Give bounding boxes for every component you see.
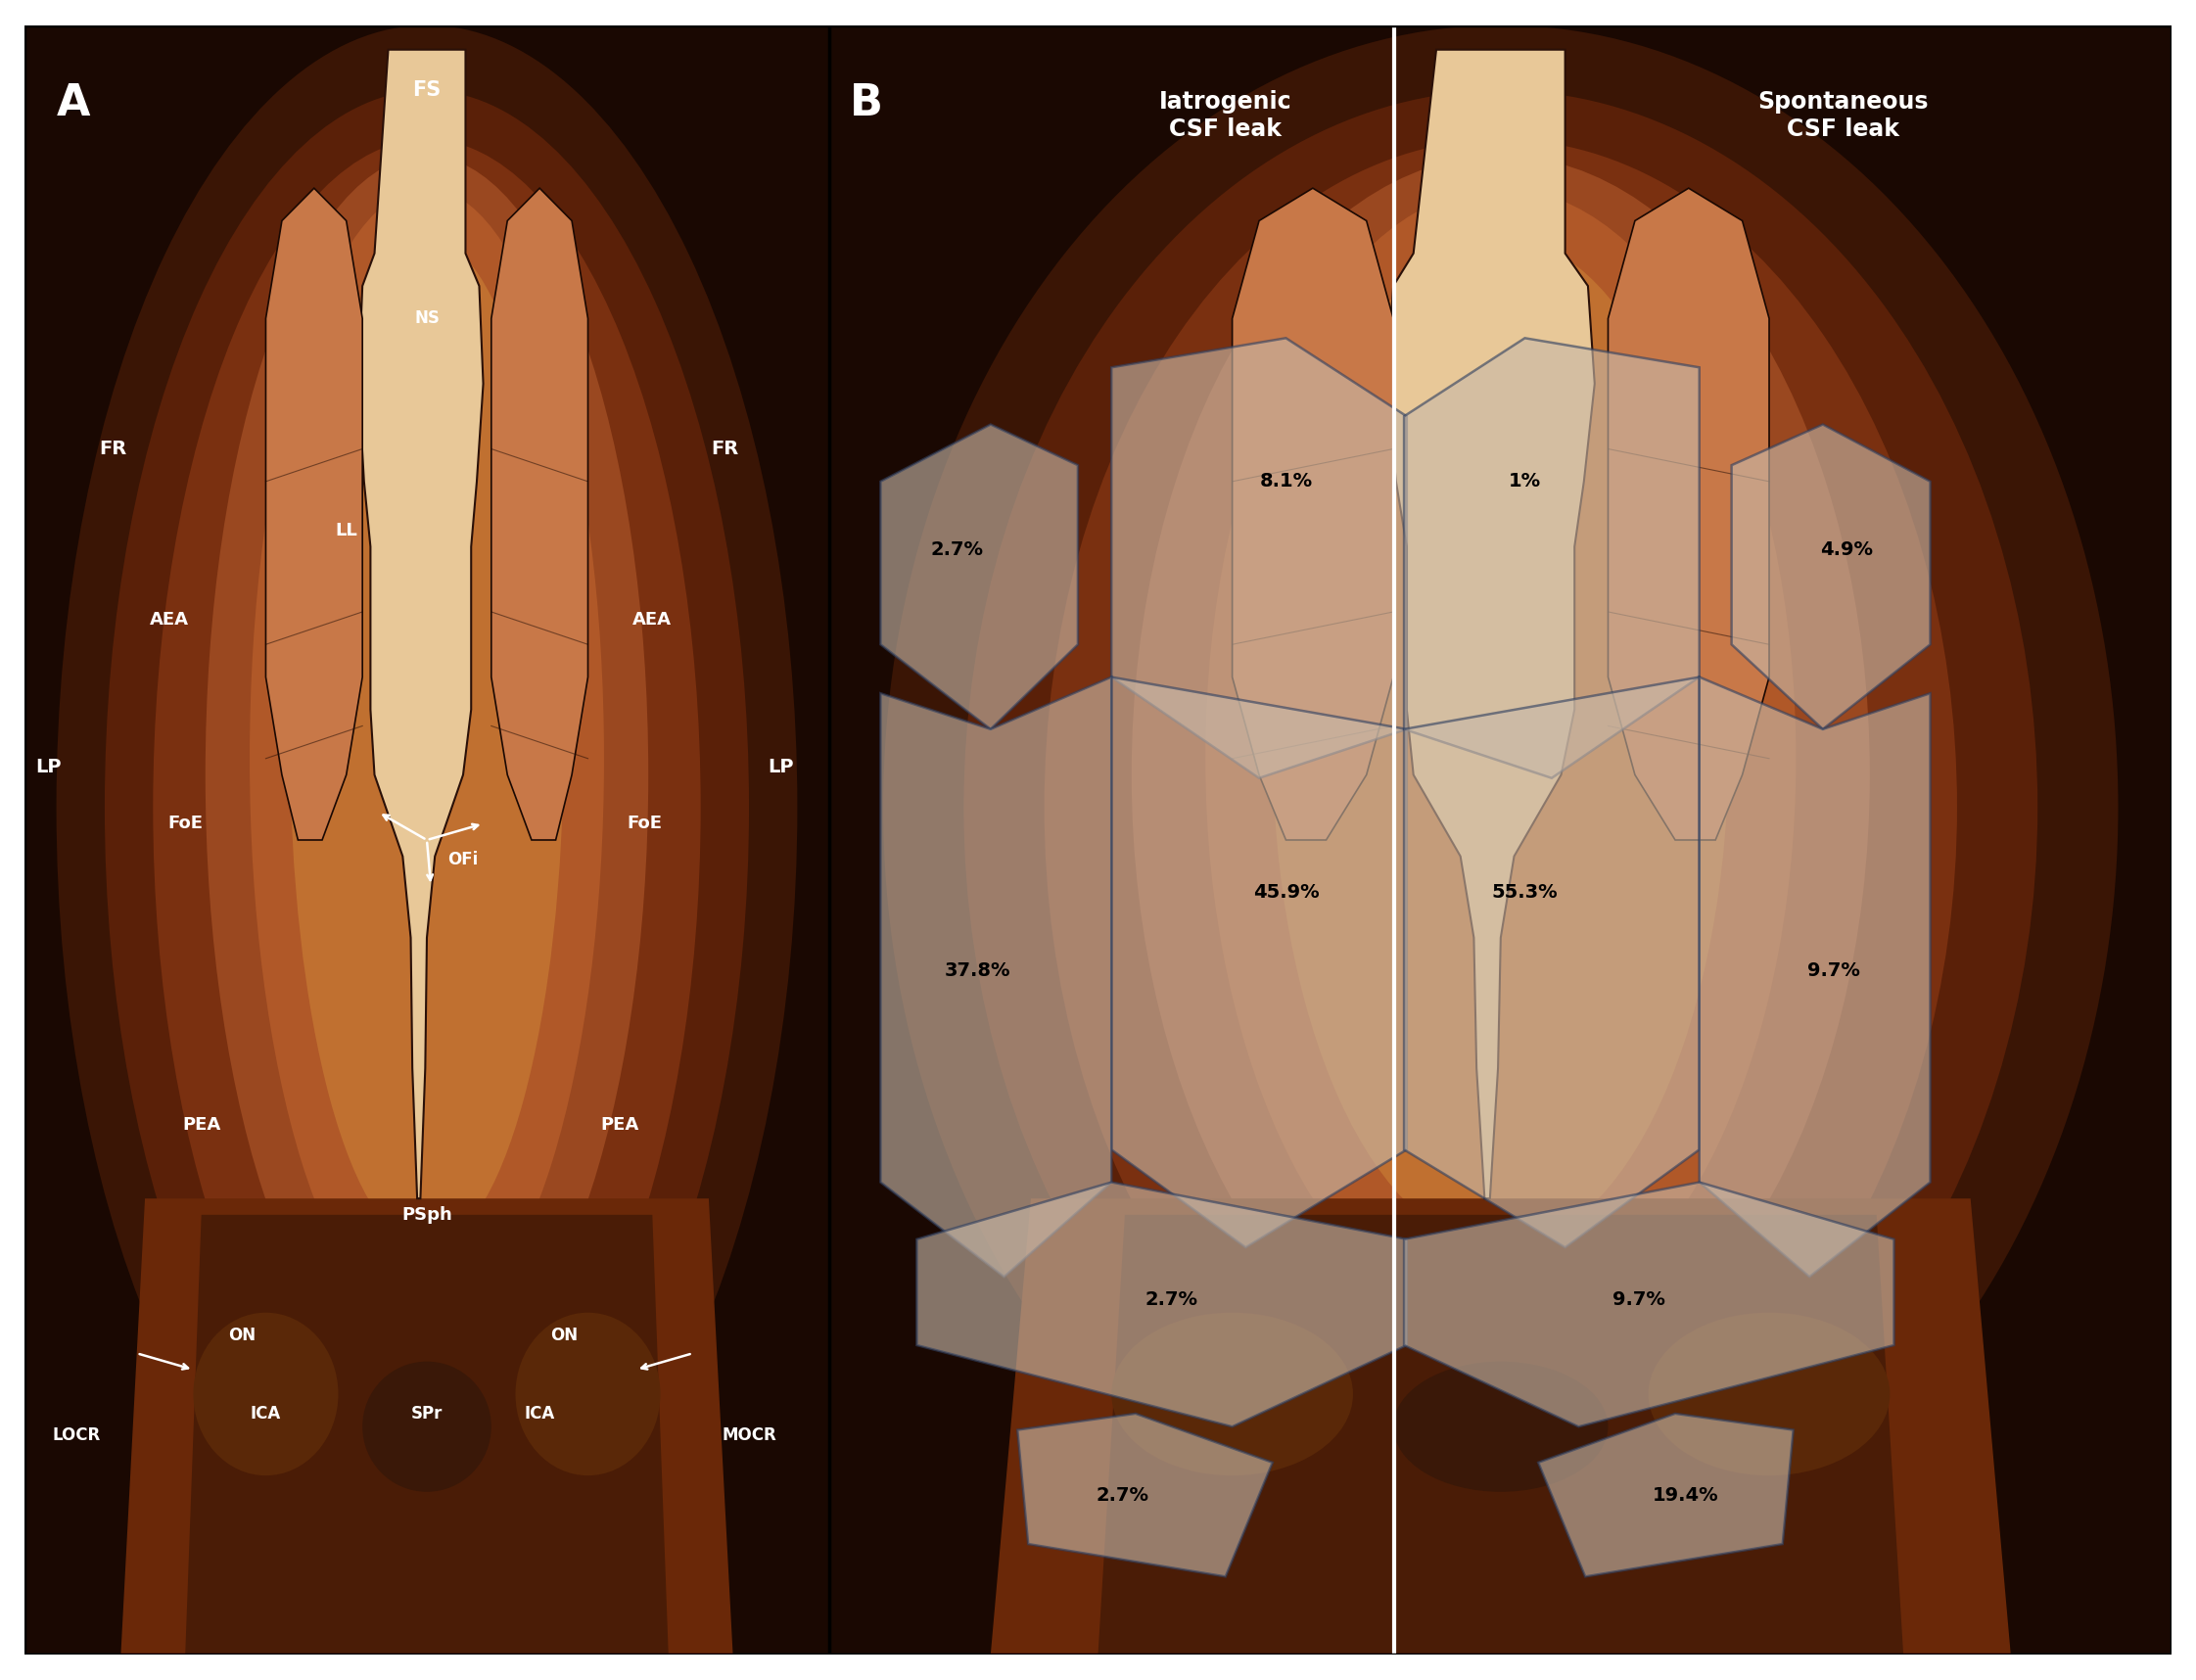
Text: A: A [57,82,90,124]
Text: FoE: FoE [626,815,661,833]
Text: AEA: AEA [632,612,672,628]
Ellipse shape [290,237,564,1247]
Text: ON: ON [228,1327,255,1344]
Text: FoE: FoE [167,815,202,833]
Ellipse shape [516,1312,661,1475]
Ellipse shape [193,1312,338,1475]
Text: 2.7%: 2.7% [931,541,984,559]
Text: 8.1%: 8.1% [1261,472,1313,491]
Text: 2.7%: 2.7% [1146,1290,1199,1309]
Polygon shape [1386,50,1594,1198]
Text: Spontaneous
CSF leak: Spontaneous CSF leak [1757,91,1928,141]
Text: 2.7%: 2.7% [1096,1485,1149,1504]
Ellipse shape [250,188,604,1329]
Text: SPr: SPr [411,1404,444,1423]
Ellipse shape [883,25,2119,1589]
Polygon shape [1733,425,1930,729]
Text: 9.7%: 9.7% [1612,1290,1665,1309]
Polygon shape [1232,188,1392,840]
Ellipse shape [105,91,749,1524]
Polygon shape [1537,1413,1794,1576]
Text: MOCR: MOCR [722,1426,777,1443]
Text: LL: LL [336,521,358,539]
Polygon shape [184,1215,668,1655]
Text: Iatrogenic
CSF leak: Iatrogenic CSF leak [1159,91,1291,141]
Text: OFi: OFi [448,850,479,869]
Text: LP: LP [769,758,795,776]
Ellipse shape [154,139,701,1475]
Polygon shape [990,1198,2012,1655]
Text: 4.9%: 4.9% [1820,541,1873,559]
Text: FS: FS [413,81,441,101]
Ellipse shape [964,91,2038,1524]
Text: PEA: PEA [182,1117,220,1134]
Polygon shape [1403,338,1700,778]
Ellipse shape [57,25,797,1589]
Text: ON: ON [549,1327,578,1344]
Ellipse shape [1392,1361,1607,1492]
Text: FR: FR [712,440,738,459]
Polygon shape [492,188,589,840]
Polygon shape [916,1183,1408,1426]
Ellipse shape [1271,237,1728,1247]
Polygon shape [1017,1413,1271,1576]
Text: 55.3%: 55.3% [1491,884,1557,902]
Polygon shape [1111,338,1408,778]
Text: FR: FR [99,440,127,459]
Polygon shape [881,425,1078,729]
Polygon shape [881,677,1111,1277]
Ellipse shape [1045,139,1957,1475]
Ellipse shape [362,1361,492,1492]
Polygon shape [1111,677,1408,1247]
Polygon shape [1607,188,1770,840]
Text: LOCR: LOCR [53,1426,101,1443]
Ellipse shape [206,156,648,1394]
Ellipse shape [1111,1312,1353,1475]
Text: PEA: PEA [602,1117,639,1134]
Text: 19.4%: 19.4% [1654,1485,1719,1504]
Polygon shape [1403,677,1700,1247]
Text: PSph: PSph [402,1206,452,1223]
Text: NS: NS [415,309,439,328]
Text: 45.9%: 45.9% [1254,884,1320,902]
Ellipse shape [1649,1312,1891,1475]
Text: B: B [850,82,883,124]
Text: 1%: 1% [1509,472,1542,491]
Text: ICA: ICA [525,1404,556,1423]
Polygon shape [121,1198,733,1655]
Ellipse shape [1131,156,1869,1394]
Polygon shape [1700,677,1930,1277]
Text: LP: LP [35,758,61,776]
Polygon shape [358,50,483,1198]
Text: ICA: ICA [250,1404,281,1423]
Text: 9.7%: 9.7% [1807,961,1860,979]
Ellipse shape [1206,188,1796,1329]
Polygon shape [1403,1183,1893,1426]
Polygon shape [1098,1215,1904,1655]
Polygon shape [266,188,362,840]
Text: AEA: AEA [149,612,189,628]
Text: 37.8%: 37.8% [944,961,1010,979]
